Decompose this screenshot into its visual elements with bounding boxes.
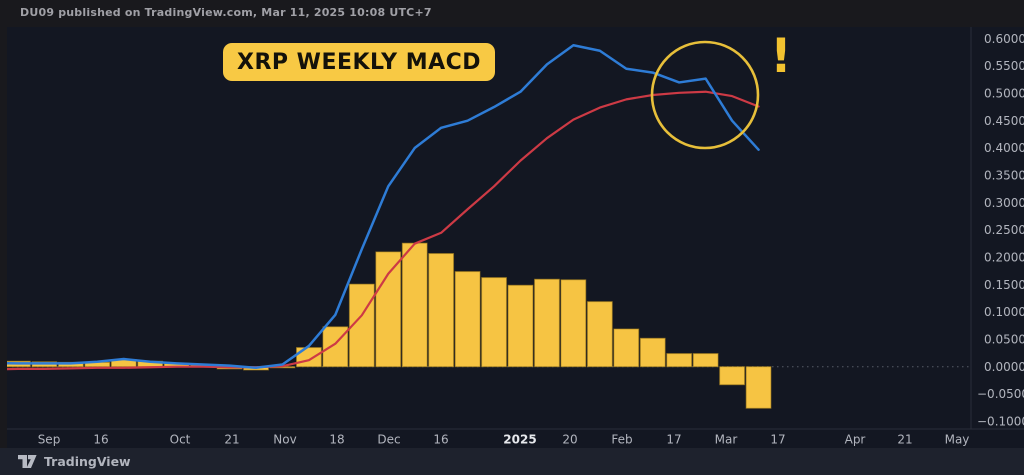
histogram-bar [375,251,402,368]
histogram-bar [613,328,640,368]
x-axis-labels[interactable]: Sep 16 Oct 21 Nov 18 Dec 16 2025 20 Feb 17 Mar 17 Apr 2… [38,433,970,447]
y-tick-label: 0.2500 [984,223,1024,237]
x-tick-label: Mar [715,433,738,447]
x-tick-label: 2025 [503,433,536,447]
x-tick-label: Apr [845,433,866,447]
y-tick-label: 0.2000 [984,251,1024,265]
y-tick-label: 0.1000 [984,305,1024,319]
y-tick-label: −0.0500 [977,387,1024,401]
chart-title-badge: XRP WEEKLY MACD [223,43,496,81]
y-tick-label: 0.4500 [984,114,1024,128]
x-tick-label: Sep [38,433,61,447]
publish-info-text: DU09 published on TradingView.com, Mar 1… [20,6,432,19]
y-tick-label: 0.1500 [984,278,1024,292]
y-tick-label: 0.3000 [984,196,1024,210]
histogram-bar [0,361,4,367]
x-tick-label: Dec [377,433,400,447]
y-tick-label: 0.0500 [984,333,1024,347]
publish-info-bar: DU09 published on TradingView.com, Mar 1… [0,0,1024,25]
histogram-bar [454,271,481,368]
histogram-bar [322,326,349,368]
y-axis-labels[interactable]: 0.6000 0.5500 0.5000 0.4500 0.4000 0.3500 0.30… [977,32,1024,429]
plot-area [0,44,971,409]
signal-line [7,90,760,371]
histogram-bar [560,279,587,368]
y-tick-label: 0.0000 [984,360,1024,374]
x-tick-label: 16 [93,433,108,447]
y-tick-label: −0.1000 [977,415,1024,429]
x-tick-label: Nov [273,433,296,447]
y-tick-label: 0.5000 [984,87,1024,101]
x-tick-label: May [945,433,970,447]
histogram-bar [666,353,693,368]
highlight-circle-annotation [650,40,760,150]
macd-line [7,44,760,370]
y-tick-label: 0.4000 [984,141,1024,155]
y-tick-label: 0.3500 [984,169,1024,183]
histogram-bar [401,242,428,368]
x-tick-label: Feb [611,433,632,447]
histogram-bar [692,353,719,368]
y-tick-label: 0.6000 [984,32,1024,46]
histogram-bar [481,277,507,368]
histogram-bar [428,253,455,368]
tradingview-logo-icon[interactable] [18,455,37,468]
chart-title: XRP WEEKLY MACD [237,49,482,75]
histogram-bar [745,366,772,409]
histogram-bar [586,301,613,368]
y-tick-label: 0.5500 [984,59,1024,73]
x-tick-label: 17 [666,433,681,447]
x-tick-label: 20 [562,433,577,447]
x-tick-label: 18 [329,433,344,447]
x-tick-label: Oct [170,433,191,447]
tradingview-footer: TradingView [0,448,1024,475]
exclamation-annotation: ! [770,29,792,84]
x-tick-label: 17 [770,433,785,447]
x-tick-label: 16 [433,433,448,447]
x-tick-label: 21 [897,433,912,447]
histogram-bar [639,337,666,368]
histogram-bar [534,278,560,368]
x-tick-label: 21 [224,433,239,447]
histogram-bar [507,284,534,368]
tradingview-label[interactable]: TradingView [44,454,131,469]
chart-panel-bg [7,27,1024,448]
histogram-bar [719,366,746,386]
histogram-bar [296,347,322,368]
